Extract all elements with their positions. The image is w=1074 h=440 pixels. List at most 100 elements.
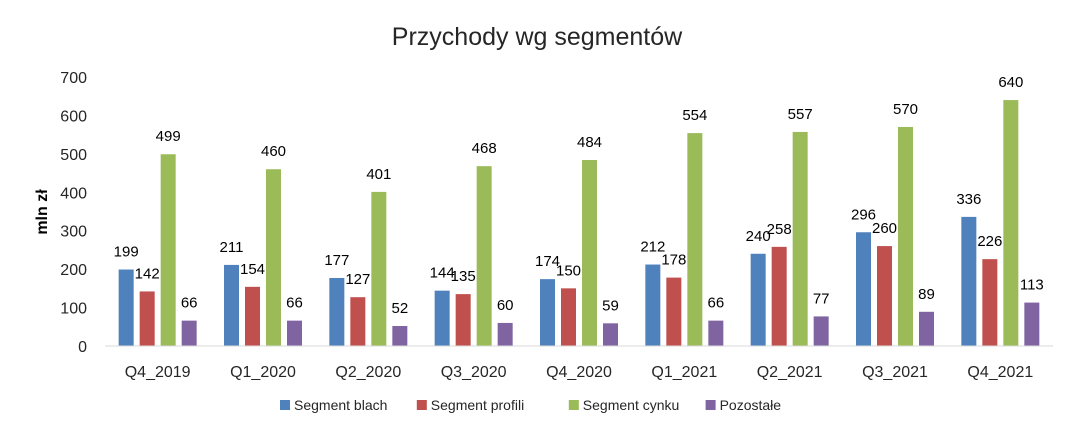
bar	[118, 269, 134, 346]
data-label: 199	[114, 244, 139, 261]
bar	[919, 311, 934, 346]
legend-label: Segment cynku	[583, 397, 680, 413]
y-tick-label: 0	[78, 339, 87, 356]
data-label: 226	[977, 233, 1002, 250]
data-label: 336	[956, 191, 981, 208]
chart-title: Przychody wg segmentów	[392, 23, 683, 51]
bar	[961, 216, 977, 346]
data-label: 52	[391, 300, 408, 317]
bar	[371, 191, 387, 346]
legend-swatch	[705, 400, 716, 410]
y-tick-label: 500	[60, 147, 87, 164]
data-label: 240	[746, 228, 771, 245]
data-label: 211	[220, 239, 244, 256]
bar	[266, 169, 281, 346]
bar	[687, 133, 703, 346]
data-label: 142	[135, 265, 160, 282]
data-label: 460	[261, 143, 286, 160]
data-label: 499	[156, 128, 181, 145]
bars	[118, 100, 1040, 346]
data-label: 258	[767, 221, 792, 238]
bar	[497, 322, 513, 346]
bar	[181, 320, 197, 346]
y-tick-label: 300	[60, 224, 87, 241]
data-label: 570	[893, 101, 918, 118]
data-label: 178	[661, 252, 686, 269]
data-label: 401	[366, 166, 391, 183]
x-tick-label: Q4_2019	[125, 364, 191, 381]
bar	[877, 246, 892, 346]
data-label: 484	[577, 134, 602, 151]
x-tick-label: Q2_2021	[757, 364, 823, 381]
bar	[982, 259, 998, 346]
bar	[350, 297, 366, 346]
data-label: 296	[851, 206, 876, 223]
data-label: 174	[535, 253, 560, 270]
data-label: 77	[813, 290, 830, 307]
data-label: 135	[451, 268, 476, 285]
bar	[1003, 100, 1019, 346]
y-tick-label: 100	[60, 301, 87, 318]
data-label: 66	[181, 295, 198, 312]
y-tick-label: 400	[60, 185, 87, 202]
data-label: 144	[430, 265, 455, 282]
bar	[582, 160, 597, 346]
bar	[224, 264, 239, 346]
bar	[708, 320, 724, 346]
data-label: 66	[707, 295, 724, 312]
bar	[287, 320, 302, 346]
x-tick-label: Q3_2020	[441, 364, 507, 381]
y-tick-label: 600	[60, 108, 87, 125]
bar	[750, 253, 766, 346]
bar	[666, 277, 682, 346]
data-label: 150	[556, 262, 581, 279]
data-label: 212	[640, 239, 665, 256]
legend-label: Segment blach	[294, 397, 387, 413]
legend-label: Segment profili	[431, 397, 524, 413]
data-label: 557	[788, 106, 813, 123]
data-label: 468	[472, 140, 497, 157]
x-tick-label: Q4_2020	[546, 364, 612, 381]
y-tick-label: 200	[60, 262, 87, 279]
bar	[476, 166, 492, 346]
y-axis-label: mln zł	[34, 189, 51, 235]
bar	[540, 279, 555, 346]
data-label: 177	[324, 252, 349, 269]
bar	[329, 277, 345, 346]
data-label: 113	[1020, 277, 1044, 294]
bar	[455, 294, 471, 346]
data-label: 59	[602, 297, 619, 314]
data-label: 66	[286, 295, 303, 312]
bar	[434, 290, 450, 346]
data-label: 260	[872, 220, 897, 237]
bar	[792, 131, 808, 346]
legend-label: Pozostałe	[720, 397, 782, 413]
legend-swatch	[280, 400, 290, 410]
legend-swatch	[568, 400, 579, 410]
data-label: 89	[918, 286, 935, 303]
data-label: 154	[240, 261, 265, 278]
bar	[771, 246, 787, 346]
x-tick-label: Q1_2020	[230, 364, 296, 381]
bar	[1024, 302, 1040, 346]
data-label: 554	[682, 107, 707, 124]
x-tick-label: Q1_2021	[651, 364, 717, 381]
y-tick-label: 700	[60, 70, 87, 87]
data-label: 60	[497, 297, 514, 314]
bar	[603, 323, 618, 346]
legend-swatch	[416, 400, 427, 410]
bar	[392, 326, 408, 346]
bar	[645, 264, 661, 346]
x-tick-label: Q2_2020	[335, 364, 401, 381]
legend: Segment blach Segment profili Segment cynk…	[280, 397, 781, 413]
x-axis-ticks: Q4_2019 Q1_2020 Q2_2020 Q3_2020 Q4_2020 Q1_20…	[125, 364, 1034, 381]
data-label: 127	[345, 271, 370, 288]
bar	[813, 316, 829, 346]
bar	[856, 232, 871, 346]
bar	[160, 154, 176, 346]
y-axis-ticks: 0 100 200 300 400 500 600 700	[60, 70, 87, 356]
bar	[898, 126, 913, 346]
data-label: 640	[998, 74, 1023, 91]
